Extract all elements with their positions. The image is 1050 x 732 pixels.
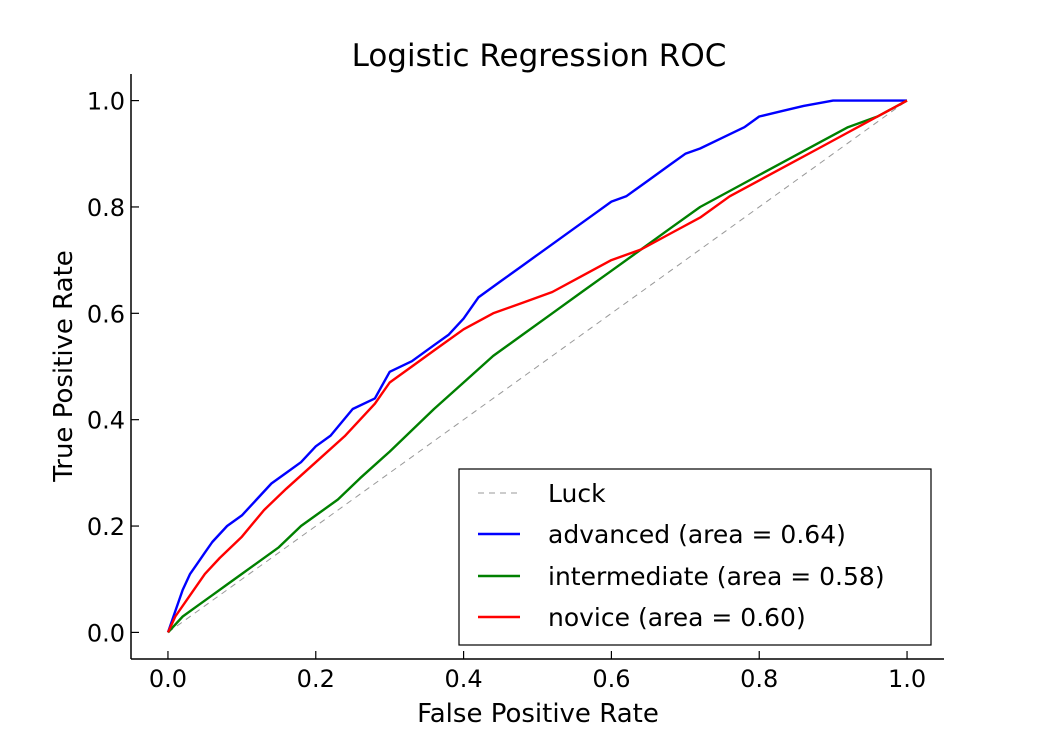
y-axis-label: True Positive Rate — [49, 250, 79, 483]
x-tick-label: 0.2 — [297, 665, 335, 693]
series-line-0 — [167, 100, 908, 633]
tick-marks — [131, 99, 908, 659]
x-tick-label: 0.4 — [445, 665, 483, 693]
y-tick-label: 0.0 — [87, 619, 125, 647]
series-lines — [166, 99, 908, 634]
series-line-3 — [166, 99, 908, 633]
y-tick-label: 0.8 — [87, 194, 125, 222]
x-tick-label: 0.8 — [740, 665, 778, 693]
series-line-2 — [167, 99, 908, 634]
legend: Luck advanced (area = 0.64) intermediate (… — [458, 468, 932, 646]
x-tick-label: 0.6 — [592, 665, 630, 693]
tick-labels: 0.0 0.2 0.4 0.6 0.8 1.0 0.0 0.2 0.4 0.6 0.8 1.0 — [87, 88, 926, 693]
legend-label-2: intermediate (area = 0.58) — [548, 562, 885, 591]
x-tick-label: 1.0 — [888, 665, 926, 693]
legend-label-1: advanced (area = 0.64) — [548, 520, 846, 549]
legend-label-3: novice (area = 0.60) — [548, 603, 806, 632]
legend-label-0: Luck — [548, 479, 606, 508]
series-line-1 — [166, 99, 907, 633]
y-tick-label: 0.4 — [87, 407, 125, 435]
y-tick-label: 0.6 — [87, 300, 125, 328]
axes — [130, 74, 944, 660]
x-axis-label: False Positive Rate — [417, 699, 659, 729]
y-tick-label: 1.0 — [87, 88, 125, 116]
legend-box — [458, 468, 932, 646]
x-tick-label: 0.0 — [149, 665, 187, 693]
y-tick-label: 0.2 — [87, 513, 125, 541]
chart-title: Logistic Regression ROC — [352, 38, 727, 74]
